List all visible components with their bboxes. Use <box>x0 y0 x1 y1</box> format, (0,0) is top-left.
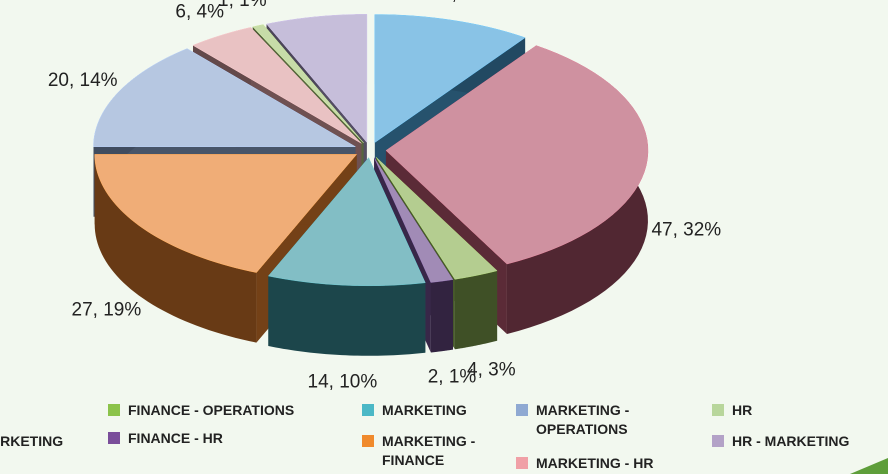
data-labels: 14, 10% 47, 32% 4, 3%2, 1% 14, 10% 27, 19% 20… <box>48 0 721 392</box>
data-label: 6, 4% <box>175 2 224 23</box>
legend-swatch <box>516 404 528 416</box>
legend-item: MARKETING - OPERATIONS <box>516 402 630 437</box>
legend-label: MARKETING <box>382 402 467 418</box>
legend-swatch <box>712 404 724 416</box>
slice-highlight <box>268 157 426 286</box>
slice-highlight <box>94 154 357 273</box>
legend-label: MARKETING - <box>382 433 476 449</box>
slice-top <box>375 157 498 280</box>
slice-top <box>385 45 649 265</box>
legend-item: MARKETING - HR <box>516 455 653 471</box>
legend-label: FINANCE - HR <box>128 430 223 446</box>
legend-item: ARKETING <box>0 433 63 449</box>
data-label: 4, 3% <box>467 360 516 381</box>
slice-top <box>94 154 358 273</box>
slice-highlight <box>252 24 364 143</box>
corner-accent <box>850 458 888 474</box>
legend-swatch <box>108 432 120 444</box>
slice <box>267 157 426 356</box>
legend-swatch <box>712 435 724 447</box>
pie <box>93 14 649 356</box>
legend-label: FINANCE - OPERATIONS <box>128 402 294 418</box>
legend-item: HR <box>712 402 752 418</box>
slice-highlight <box>266 14 367 143</box>
slice-top <box>252 24 364 144</box>
slice-top <box>192 27 362 144</box>
legend-label: ARKETING <box>0 433 63 449</box>
data-label: 20, 14% <box>48 70 118 91</box>
legend-label: HR - MARKETING <box>732 433 850 449</box>
slice-highlight <box>93 48 356 147</box>
data-label: 14, 10% <box>308 371 378 392</box>
slice-side <box>94 154 257 343</box>
slice-side <box>430 279 453 353</box>
slice-highlight <box>374 157 453 283</box>
legend-label: HR <box>732 402 752 418</box>
legend-swatch <box>108 404 120 416</box>
legend-label: OPERATIONS <box>536 421 628 437</box>
legend-item: HR - MARKETING <box>712 433 850 449</box>
slice-top <box>267 157 426 287</box>
slice-highlight <box>374 14 526 143</box>
legend-label: MARKETING - <box>536 402 630 418</box>
data-label: 2, 1% <box>428 366 477 387</box>
legend-swatch <box>516 457 528 469</box>
data-label: 1, 1% <box>218 0 267 11</box>
data-label: 14, 10% <box>430 0 500 5</box>
legend-swatch <box>362 404 374 416</box>
data-label: 27, 19% <box>72 300 142 321</box>
legend-swatch <box>362 435 374 447</box>
legend-item: FINANCE - OPERATIONS <box>108 402 294 418</box>
slice-highlight <box>385 45 648 265</box>
slice-top <box>373 157 454 283</box>
slice-side <box>454 270 498 350</box>
legend-label: MARKETING - HR <box>536 455 653 471</box>
data-label: 47, 32% <box>651 220 721 241</box>
legend-item: FINANCE - HR <box>108 430 223 446</box>
slice-highlight <box>376 157 498 280</box>
slice-side <box>268 276 426 356</box>
slice-top <box>266 14 368 144</box>
slice-highlight <box>192 27 362 144</box>
legend: FINANCE - OPERATIONS MARKETING MARKETING -… <box>0 402 850 471</box>
legend-item: MARKETING - FINANCE <box>362 433 476 468</box>
legend-label: FINANCE <box>382 452 444 468</box>
slice-top <box>374 14 526 144</box>
slice-top <box>93 48 357 147</box>
legend-item: MARKETING <box>362 402 467 418</box>
